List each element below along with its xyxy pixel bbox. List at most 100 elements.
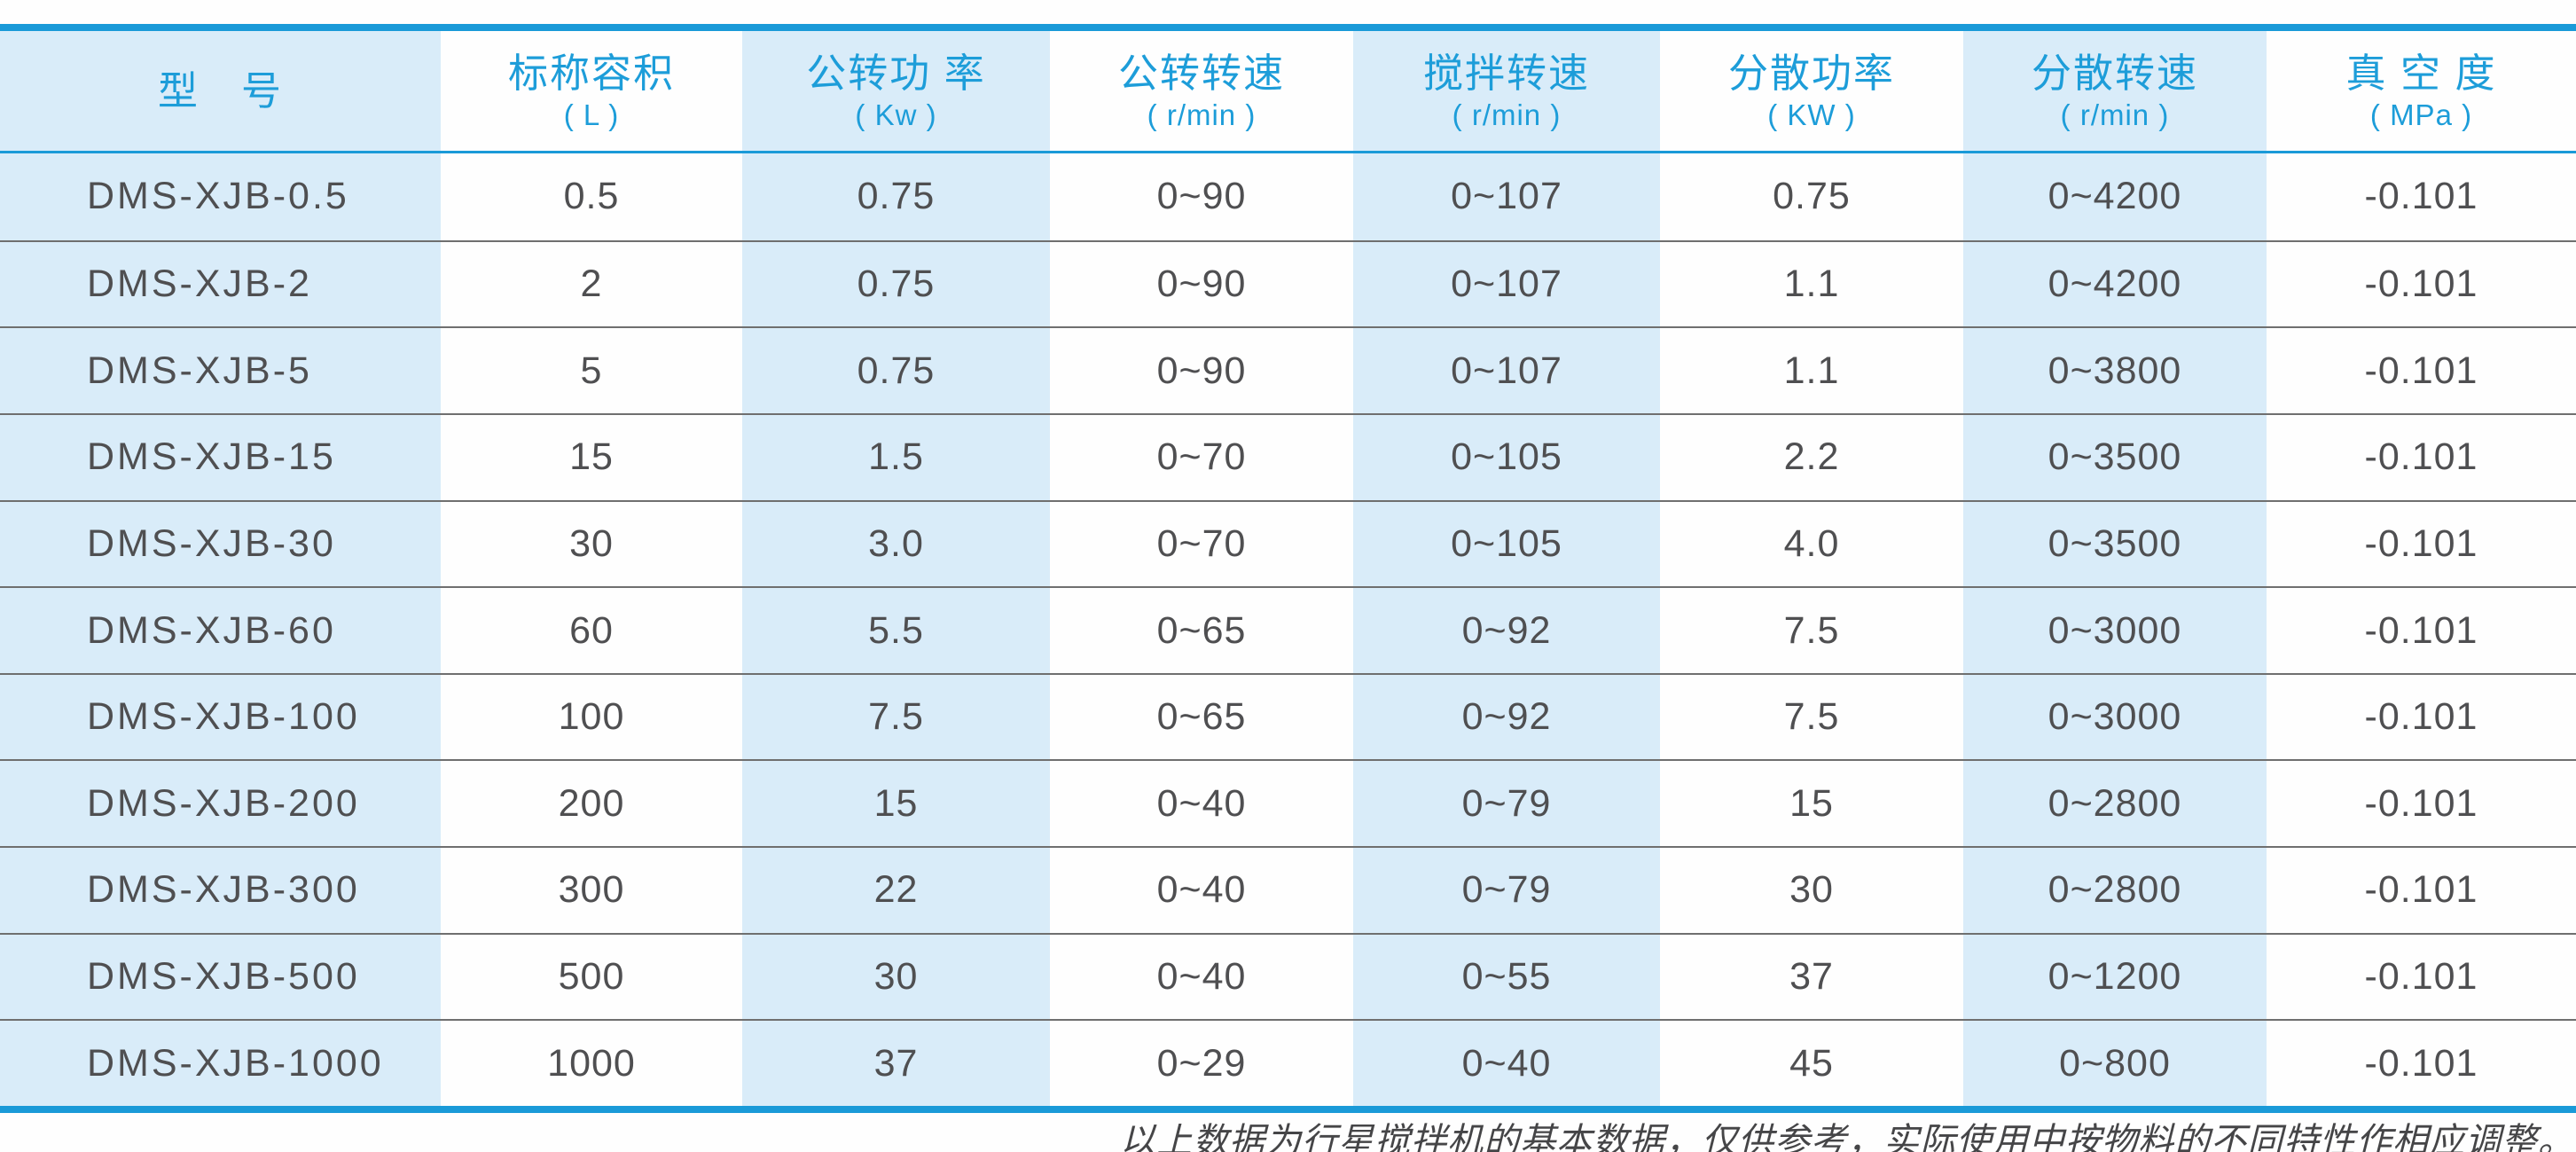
- model-cell: DMS-XJB-100: [0, 672, 441, 760]
- value-cell: -0.101: [2267, 326, 2576, 413]
- header-cell-4: 搅拌转速( r/min ): [1353, 31, 1660, 151]
- value-cell: 0~79: [1353, 846, 1660, 933]
- table-row: DMS-XJB-300 300 22 0~40 0~79 30 0~2800 -0.101: [0, 846, 2576, 933]
- model-cell: DMS-XJB-200: [0, 759, 441, 847]
- value-cell: 0~105: [1353, 499, 1660, 587]
- value-cell: 0~107: [1353, 153, 1660, 240]
- value-cell: 0.75: [742, 153, 1050, 240]
- table-row: DMS-XJB-60 60 5.5 0~65 0~92 7.5 0~3000 -0.101: [0, 586, 2576, 673]
- table-row: DMS-XJB-5 5 0.75 0~90 0~107 1.1 0~3800 -0.101: [0, 326, 2576, 413]
- value-cell: 0~90: [1050, 239, 1353, 327]
- header-title: 公转功 率: [806, 50, 986, 96]
- value-cell: 15: [1660, 759, 1963, 846]
- value-cell: -0.101: [2267, 412, 2576, 500]
- value-cell: 200: [441, 759, 742, 846]
- value-cell: 0~4200: [1963, 153, 2267, 240]
- value-cell: 0~40: [1353, 1019, 1660, 1107]
- header-title: 公转转速: [1117, 50, 1285, 96]
- model-cell: DMS-XJB-60: [0, 586, 441, 673]
- value-cell: -0.101: [2267, 239, 2576, 327]
- value-cell: 0~65: [1050, 672, 1353, 760]
- value-cell: 7.5: [1660, 586, 1963, 673]
- value-cell: 30: [742, 932, 1050, 1020]
- value-cell: 0~92: [1353, 672, 1660, 760]
- header-unit: ( Kw ): [855, 98, 937, 131]
- value-cell: -0.101: [2267, 672, 2576, 760]
- model-cell: DMS-XJB-30: [0, 499, 441, 587]
- value-cell: 0~70: [1050, 412, 1353, 500]
- value-cell: 0~79: [1353, 759, 1660, 847]
- model-cell: DMS-XJB-15: [0, 412, 441, 500]
- value-cell: 0.75: [1773, 175, 1851, 218]
- value-cell: 0~2800: [1963, 846, 2267, 933]
- value-cell: -0.101: [2364, 175, 2478, 218]
- value-cell: 30: [441, 499, 742, 587]
- value-cell: 5.5: [742, 586, 1050, 673]
- value-cell: 0~1200: [1963, 932, 2267, 1020]
- value-cell: 7.5: [742, 672, 1050, 760]
- value-cell: 3.0: [742, 499, 1050, 587]
- header-cell-0: 型 号: [0, 31, 441, 151]
- value-cell: 0~3800: [1963, 326, 2267, 413]
- model-cell: DMS-XJB-5: [0, 326, 441, 413]
- value-cell: 45: [1660, 1019, 1963, 1106]
- value-cell: 0~3000: [1963, 672, 2267, 760]
- value-cell: 0.75: [742, 326, 1050, 413]
- value-cell: 500: [441, 932, 742, 1020]
- value-cell: 0~90: [1050, 326, 1353, 413]
- footer-note: 以上数据为行星搅拌机的基本数据，仅供参考，实际使用中按物料的不同特性作相应调整。: [1120, 1121, 2574, 1152]
- header-cell-1: 标称容积( L ): [441, 31, 742, 151]
- value-cell: 0~3500: [1963, 412, 2267, 500]
- value-cell: 0~107: [1353, 239, 1660, 327]
- header-cell-3: 公转转速( r/min ): [1050, 31, 1353, 151]
- table-row: DMS-XJB-2 2 0.75 0~90 0~107 1.1 0~4200 -0.101: [0, 239, 2576, 327]
- value-cell: 300: [441, 846, 742, 933]
- header-unit: ( L ): [563, 98, 620, 131]
- header-unit: ( r/min ): [1147, 98, 1257, 131]
- value-cell: 0~107: [1353, 326, 1660, 413]
- value-cell: -0.101: [2267, 846, 2576, 933]
- value-cell: 1.5: [742, 412, 1050, 500]
- value-cell: 1000: [441, 1019, 742, 1106]
- value-cell: 0~4200: [1963, 239, 2267, 327]
- header-unit: ( r/min ): [1452, 98, 1562, 131]
- value-cell: 0~800: [1963, 1019, 2267, 1107]
- header-cell-5: 分散功率( KW ): [1660, 31, 1963, 151]
- value-cell: 0.5: [563, 175, 620, 218]
- header-title: 搅拌转速: [1422, 50, 1590, 96]
- spec-table: 型 号标称容积( L ) 公转功 率( Kw ) 公转转速( r/min ) 搅拌转速…: [0, 24, 2576, 1113]
- value-cell: -0.101: [2267, 1019, 2576, 1106]
- model-cell: DMS-XJB-0.5: [0, 153, 441, 240]
- value-cell: 0~65: [1050, 586, 1353, 673]
- value-cell: 0~40: [1050, 759, 1353, 846]
- value-cell: 0~70: [1050, 499, 1353, 587]
- value-cell: 2.2: [1660, 412, 1963, 500]
- value-cell: -0.101: [2267, 499, 2576, 587]
- model-cell: DMS-XJB-300: [0, 846, 441, 933]
- header-unit: ( KW ): [1767, 98, 1856, 131]
- value-cell: 0~3500: [1963, 499, 2267, 587]
- value-cell: 0~40: [1050, 846, 1353, 933]
- value-cell: 37: [1660, 932, 1963, 1020]
- value-cell: 0~92: [1353, 586, 1660, 673]
- value-cell: 60: [441, 586, 742, 673]
- table-header-row: 型 号标称容积( L ) 公转功 率( Kw ) 公转转速( r/min ) 搅拌转速…: [0, 31, 2576, 153]
- value-cell: 0~40: [1050, 932, 1353, 1020]
- header-cell-2: 公转功 率( Kw ): [742, 31, 1050, 151]
- value-cell: 0~29: [1050, 1019, 1353, 1106]
- value-cell: 1.1: [1660, 326, 1963, 413]
- table-row: DMS-XJB-15 15 1.5 0~70 0~105 2.2 0~3500 -0.101: [0, 412, 2576, 500]
- header-unit: ( MPa ): [2369, 98, 2473, 131]
- value-cell: 0~2800: [1963, 759, 2267, 847]
- value-cell: 30: [1660, 846, 1963, 933]
- header-title: 型 号: [157, 68, 283, 114]
- value-cell: 15: [441, 412, 742, 500]
- table-row: DMS-XJB-100 100 7.5 0~65 0~92 7.5 0~3000 -0.101: [0, 672, 2576, 760]
- value-cell: 1.1: [1660, 239, 1963, 327]
- header-cell-6: 分散转速( r/min ): [1963, 31, 2267, 151]
- value-cell: 7.5: [1660, 672, 1963, 760]
- value-cell: -0.101: [2267, 759, 2576, 846]
- header-title: 分散转速: [2031, 50, 2198, 96]
- model-cell: DMS-XJB-2: [0, 239, 441, 327]
